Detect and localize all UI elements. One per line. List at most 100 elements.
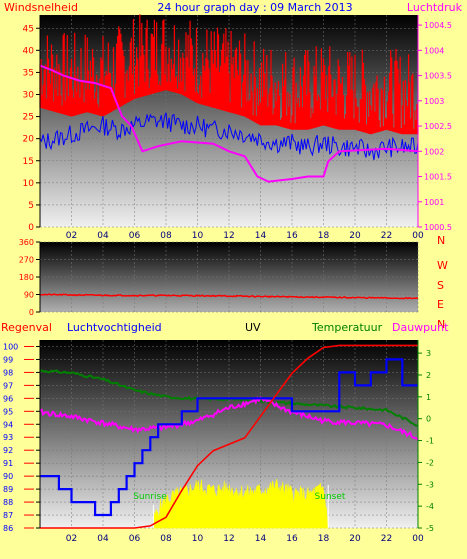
chart1-ytick-right-label: 1003.5: [424, 72, 452, 81]
chart1-series: [39, 14, 419, 183]
chart1-ytick-right-label: 1001: [424, 198, 444, 207]
chart3-ytick-humidity-label: 86: [3, 524, 13, 533]
chart3-ytick-humidity-label: 93: [3, 433, 13, 442]
chart2-compass-label: N: [437, 234, 445, 247]
chart2-grid: [40, 241, 419, 313]
chart3-xtick-label: 00: [412, 534, 424, 544]
chart3-ytick-humidity-label: 98: [3, 368, 13, 377]
chart3-axes: 8687888990919293949596979899100-5-4-3-2-…: [3, 340, 434, 544]
chart1-ytick-right-label: 1004.5: [424, 21, 452, 30]
chart3-xtick-label: 16: [286, 534, 298, 544]
chart3-label-luchtvochtigheid: Luchtvochtigheid: [67, 321, 162, 334]
chart1-title: 24 hour graph day : 09 March 2013: [157, 1, 352, 14]
chart3-xtick-label: 20: [349, 534, 361, 544]
chart2-ytick-label: 90: [24, 291, 34, 300]
chart3-ytick-temperature-label: -1: [426, 437, 434, 446]
chart3-ytick-humidity-label: 94: [3, 420, 13, 429]
chart3-xtick-label: 18: [318, 534, 330, 544]
chart3-label-dauwpunt: Dauwpunt: [392, 321, 449, 334]
chart1-xtick-label: 16: [286, 231, 298, 241]
chart3-ytick-temperature-label: 0: [426, 415, 431, 424]
chart1-xtick-label: 08: [160, 231, 172, 241]
chart1-xtick-label: 22: [381, 231, 392, 241]
chart1-ytick-right-label: 1002: [424, 147, 444, 156]
chart3-series: [39, 344, 419, 529]
chart3-ytick-humidity-label: 87: [3, 511, 13, 520]
chart2-compass-label: S: [437, 279, 444, 292]
chart3-ytick-humidity-label: 90: [3, 472, 13, 481]
chart1-ytick-left-label: 5: [28, 201, 34, 211]
chart1-ytick-left-label: 35: [23, 68, 34, 78]
chart3-sunset-label: Sunset: [315, 492, 346, 502]
chart1-ytick-right-label: 1003: [424, 97, 444, 106]
chart1-ytick-left-label: 20: [23, 135, 35, 145]
chart1-ytick-right-label: 1001.5: [424, 173, 452, 182]
chart1-right-label: Luchtdruk: [407, 1, 463, 14]
chart1-xtick-label: 06: [129, 231, 141, 241]
chart3-ytick-humidity-label: 99: [3, 355, 13, 364]
chart3-xtick-label: 04: [97, 534, 109, 544]
chart3-xtick-label: 06: [129, 534, 141, 544]
chart1-xtick-label: 10: [192, 231, 204, 241]
chart3-xtick-label: 02: [66, 534, 77, 544]
chart3-xtick-label: 22: [381, 534, 392, 544]
chart1-xtick-label: 18: [318, 231, 330, 241]
chart3-ytick-humidity-label: 96: [3, 394, 13, 403]
chart2-ytick-label: 180: [19, 273, 34, 282]
chart1-xtick-label: 04: [97, 231, 109, 241]
chart1-ytick-right-label: 1002.5: [424, 122, 452, 131]
chart3-ytick-temperature-label: 2: [426, 371, 431, 380]
chart1-ytick-left-label: 10: [23, 179, 35, 189]
chart3-label-temperatuur: Temperatuur: [311, 321, 383, 334]
chart1-ytick-right-label: 1000.5: [424, 223, 452, 232]
chart3-ytick-temperature-label: -4: [426, 502, 434, 511]
chart1-series-luchtdruk: [39, 64, 419, 183]
chart3-series-luchtvochtigheid: [40, 358, 418, 517]
chart2-series-windrichting: [39, 293, 419, 300]
chart3-series-regenval: [40, 344, 418, 529]
chart2-ytick-label: 0: [29, 308, 34, 317]
chart2-compass-label: E: [437, 298, 444, 311]
chart3-xtick-label: 08: [160, 534, 172, 544]
chart1-ytick-left-label: 30: [23, 91, 35, 101]
chart1-ytick-left-label: 40: [23, 46, 35, 56]
chart1-xtick-label: 00: [412, 231, 424, 241]
chart3-ytick-temperature-label: 1: [426, 393, 431, 402]
chart3-ytick-humidity-label: 97: [3, 381, 13, 390]
chart3-ytick-humidity-label: 89: [3, 485, 13, 494]
chart1-ytick-left-label: 25: [23, 113, 34, 123]
chart1-xtick-label: 02: [66, 231, 77, 241]
chart3-ytick-humidity-label: 92: [3, 446, 13, 455]
chart2-compass-label: W: [437, 259, 448, 272]
chart3-series-uv: [153, 478, 329, 529]
chart1-ytick-left-label: 0: [28, 223, 34, 233]
chart1-ytick-left-label: 45: [23, 24, 34, 34]
chart1-xtick-label: 14: [255, 231, 267, 241]
chart3-label-regenval: Regenval: [1, 321, 52, 334]
chart3-xtick-label: 14: [255, 534, 267, 544]
chart1-left-label: Windsnelheid: [4, 1, 78, 14]
chart1-ytick-right-label: 1004: [424, 46, 444, 55]
chart2-ytick-label: 270: [19, 256, 34, 265]
chart3-ytick-humidity-label: 100: [3, 342, 18, 351]
chart1-xtick-label: 12: [223, 231, 234, 241]
chart3-ytick-humidity-label: 91: [3, 459, 13, 468]
chart1-axes: 0510152025303540451000.510011001.5100210…: [23, 15, 452, 241]
chart1-series-windstoten: [39, 112, 419, 161]
chart3-ytick-temperature-label: -5: [426, 524, 434, 533]
chart3-xtick-label: 10: [192, 534, 204, 544]
chart2-series: [39, 293, 419, 300]
chart3-series-dauwpunt: [39, 396, 419, 441]
chart3-ytick-temperature-label: -3: [426, 480, 434, 489]
chart3-ytick-temperature-label: -2: [426, 458, 434, 467]
chart3-sunrise-label: Sunrise: [133, 492, 167, 502]
chart1-xtick-label: 20: [349, 231, 361, 241]
chart3-ytick-humidity-label: 88: [3, 498, 13, 507]
chart2-ytick-label: 360: [19, 238, 34, 247]
chart1-ytick-left-label: 15: [23, 157, 34, 167]
chart3-label-uv: UV: [245, 321, 261, 334]
chart3-ytick-temperature-label: 3: [426, 349, 431, 358]
chart2-compass-label: N: [437, 318, 445, 331]
